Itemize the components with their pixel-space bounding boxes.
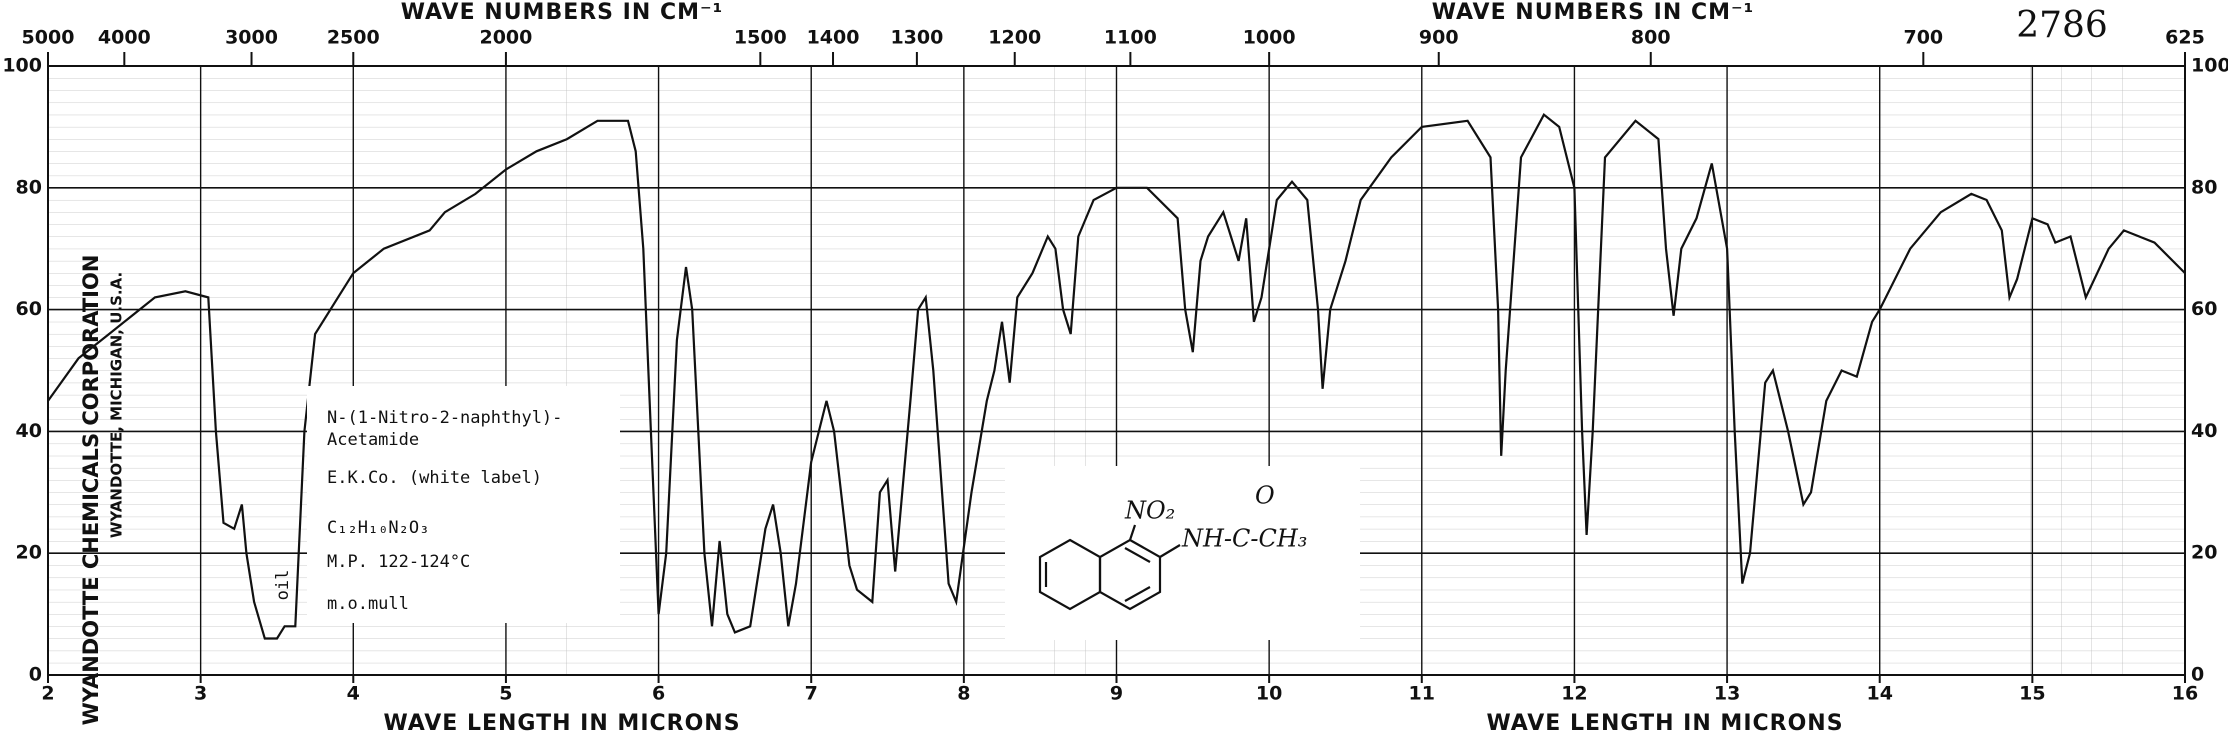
x-tick-label: 12 [1561,683,1587,705]
x2-tick-label: 1300 [890,27,943,49]
x2-tick-label: 2000 [479,27,532,49]
x2-tick-label: 1100 [1104,27,1157,49]
x2-tick-label: 5000 [22,27,75,49]
x2-tick-label: 900 [1419,27,1459,49]
x-tick-label: 7 [805,683,818,705]
x-tick-label: 15 [2019,683,2045,705]
y-tick-label: 80 [16,176,42,198]
x2-tick-label: 1000 [1243,27,1296,49]
sample-info: M.P. 122-124°C [327,552,470,572]
top-axis-label: WAVE NUMBERS IN CM⁻¹ [1432,0,1754,25]
spectrum-line [47,113,2186,640]
x2-tick-label: 2500 [327,27,380,49]
x2-tick-label: 1500 [734,27,787,49]
x-tick-label: 3 [194,683,207,705]
sample-info: C₁₂H₁₀N₂O₃ [327,518,429,538]
x-tick-label: 8 [957,683,970,705]
x-tick-label: 16 [2172,683,2198,705]
annotation: oil [273,570,293,601]
structure-label: NH-C-CH₃ [1181,525,1307,553]
sample-info: m.o.mull [327,594,409,614]
structure-box [1005,466,1360,640]
y-tick-label: 20 [16,542,42,564]
bottom-axis-label: WAVE LENGTH IN MICRONS [383,711,740,736]
ticks: 0 0 20 20 40 40 60 60 80 80 100 100 2 3 4 5 6 7 8 9 10 11 12 13… [2,27,2228,705]
structure-label: NO₂ [1124,497,1175,525]
x2-tick-label: 4000 [98,27,151,49]
y-tick-label: 40 [16,420,42,442]
x-tick-label: 5 [499,683,512,705]
x-tick-label: 14 [1866,683,1892,705]
x2-tick-label: 625 [2165,27,2205,49]
y-tick-label: 60 [16,298,42,320]
x-tick-label: 2 [41,683,54,705]
side-text: WYANDOTTE CHEMICALS CORPORATION [79,255,103,726]
y-tick-label-right: 20 [2191,542,2217,564]
sample-info: Acetamide [327,430,419,450]
x-tick-label: 9 [1110,683,1123,705]
y-tick-label-right: 40 [2191,420,2217,442]
x2-tick-label: 700 [1903,27,1943,49]
x2-tick-label: 1200 [988,27,1041,49]
y-tick-label: 100 [2,55,42,77]
y-tick-label-right: 0 [2191,664,2204,686]
x-tick-label: 6 [652,683,665,705]
naphthalene-structure [1038,524,1181,611]
x-tick-label: 4 [347,683,360,705]
sample-info: E.K.Co. (white label) [327,468,542,488]
side-text: WYANDOTTE, MICHIGAN, U.S.A. [108,272,126,538]
sample-info: N-(1-Nitro-2-naphthyl)- [327,408,562,428]
y-tick-label-right: 80 [2191,176,2217,198]
x2-tick-label: 3000 [225,27,278,49]
y-tick-label-right: 100 [2191,55,2228,77]
y-tick-label: 0 [29,664,42,686]
structure-label: O [1255,482,1275,510]
x2-tick-label: 1400 [807,27,860,49]
bottom-axis-label: WAVE LENGTH IN MICRONS [1486,711,1843,736]
spectrum-number: 2786 [2016,5,2108,46]
y-tick-label-right: 60 [2191,298,2217,320]
sample-box [307,386,620,623]
x2-tick-label: 800 [1631,27,1671,49]
x-tick-label: 10 [1256,683,1282,705]
top-axis-label: WAVE NUMBERS IN CM⁻¹ [401,0,723,25]
x-tick-label: 11 [1409,683,1435,705]
x-tick-label: 13 [1714,683,1740,705]
